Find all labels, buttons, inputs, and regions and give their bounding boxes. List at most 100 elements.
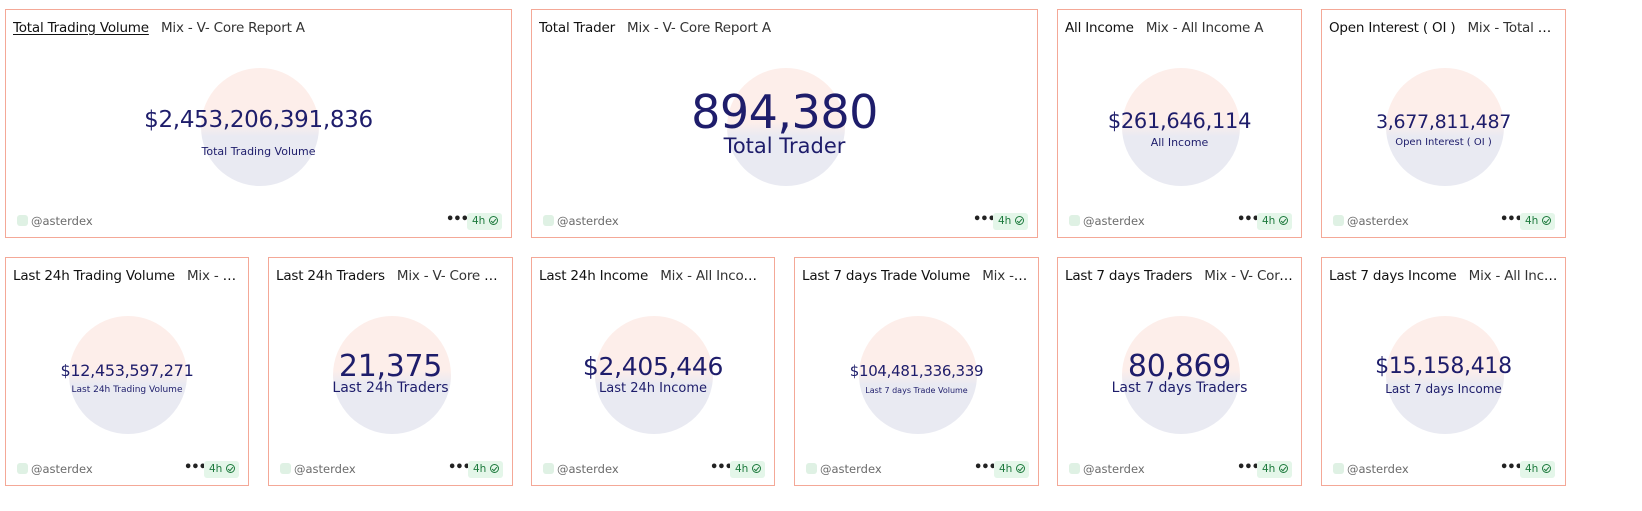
metric-value: $15,158,418 — [1375, 354, 1512, 379]
metric-circle — [201, 68, 319, 186]
author-handle[interactable]: @asterdex — [31, 462, 93, 476]
card-header: Open Interest ( OI ) Mix - Total Ope... — [1329, 18, 1558, 38]
card-header: Total Trader Mix - V- Core Report A — [539, 18, 1030, 38]
author-handle[interactable]: @asterdex — [1347, 214, 1409, 228]
more-horizontal-icon[interactable]: ••• — [1237, 212, 1260, 227]
last-7-days-income-card[interactable]: Last 7 days Income Mix - All Income $15,… — [1321, 257, 1566, 486]
metric-label: Last 7 days Income — [1385, 382, 1502, 396]
last-7-days-traders-card[interactable]: Last 7 days Traders Mix - V- Core ... 80… — [1057, 257, 1302, 486]
refresh-interval: 4h — [1525, 215, 1539, 227]
author-handle[interactable]: @asterdex — [31, 214, 93, 228]
card-subtitle[interactable]: Mix - Total Ope... — [1467, 20, 1558, 36]
card-title[interactable]: Open Interest ( OI ) — [1329, 20, 1456, 36]
refresh-interval: 4h — [1262, 463, 1276, 475]
metric-circle — [1122, 316, 1240, 434]
refresh-badge[interactable]: 4h — [468, 461, 504, 478]
card-title[interactable]: Last 24h Traders — [276, 268, 385, 284]
more-horizontal-icon[interactable]: ••• — [1500, 212, 1523, 227]
more-horizontal-icon[interactable]: ••• — [1237, 460, 1260, 475]
metric-label: Last 7 days Trade Volume — [865, 386, 968, 395]
card-subtitle[interactable]: Mix - All Income A — [1145, 20, 1264, 36]
refresh-interval: 4h — [209, 463, 223, 475]
metric-circle — [1386, 68, 1504, 186]
avatar — [17, 215, 28, 226]
metric-label: Last 24h Traders — [332, 380, 449, 396]
card-subtitle[interactable]: Mix - V- Core Report A — [627, 20, 771, 36]
card-title[interactable]: Last 7 days Trade Volume — [802, 268, 971, 284]
check-circle-icon — [1279, 216, 1289, 225]
avatar — [280, 463, 291, 474]
check-circle-icon — [489, 216, 499, 225]
card-title[interactable]: Last 24h Income — [539, 268, 649, 284]
card-title[interactable]: Last 7 days Income — [1329, 268, 1457, 284]
author-handle[interactable]: @asterdex — [1347, 462, 1409, 476]
more-horizontal-icon[interactable]: ••• — [448, 460, 471, 475]
card-subtitle[interactable]: Mix - V- Core Report A — [160, 20, 305, 36]
author-handle[interactable]: @asterdex — [1083, 214, 1145, 228]
metric-label: Total Trader — [723, 134, 846, 158]
avatar — [1069, 215, 1080, 226]
refresh-badge[interactable]: 4h — [1257, 461, 1293, 478]
last-7-days-trade-volume-card[interactable]: Last 7 days Trade Volume Mix - V- ... $1… — [794, 257, 1039, 486]
total-trading-volume-card[interactable]: Total Trading Volume Mix - V- Core Repor… — [5, 9, 512, 238]
author-handle[interactable]: @asterdex — [294, 462, 356, 476]
card-title[interactable]: Last 7 days Traders — [1065, 268, 1193, 284]
card-subtitle[interactable]: Mix - V- Core ... — [1204, 268, 1294, 284]
avatar — [17, 463, 28, 474]
last-24h-traders-card[interactable]: Last 24h Traders Mix - V- Core Re... 21,… — [268, 257, 513, 486]
refresh-interval: 4h — [999, 463, 1013, 475]
check-circle-icon — [1015, 216, 1025, 225]
card-title[interactable]: Total Trader — [539, 20, 615, 36]
metric-value: 80,869 — [1127, 349, 1232, 384]
card-title[interactable]: All Income — [1065, 20, 1134, 36]
avatar — [543, 463, 554, 474]
more-horizontal-icon[interactable]: ••• — [446, 212, 469, 227]
card-title[interactable]: Total Trading Volume — [13, 20, 149, 36]
more-horizontal-icon[interactable]: ••• — [710, 460, 733, 475]
card-header: Last 24h Income Mix - All Income A — [539, 266, 767, 286]
more-horizontal-icon[interactable]: ••• — [973, 212, 996, 227]
card-title[interactable]: Last 24h Trading Volume — [13, 268, 175, 284]
refresh-badge[interactable]: 4h — [467, 213, 503, 230]
more-horizontal-icon[interactable]: ••• — [1500, 460, 1523, 475]
card-subtitle[interactable]: Mix - All Income A — [660, 268, 767, 284]
metric-circle — [859, 316, 977, 434]
author-handle[interactable]: @asterdex — [1083, 462, 1145, 476]
metric-value: $12,453,597,271 — [60, 361, 194, 380]
refresh-badge[interactable]: 4h — [994, 461, 1030, 478]
card-header: Last 7 days Income Mix - All Income — [1329, 266, 1558, 286]
card-header: Last 7 days Traders Mix - V- Core ... — [1065, 266, 1294, 286]
card-subtitle[interactable]: Mix - All Income — [1468, 268, 1558, 284]
refresh-badge[interactable]: 4h — [1520, 213, 1556, 230]
check-circle-icon — [1279, 464, 1289, 473]
refresh-badge[interactable]: 4h — [993, 213, 1029, 230]
last-24h-trading-volume-card[interactable]: Last 24h Trading Volume Mix - V- ... $12… — [5, 257, 249, 486]
refresh-badge[interactable]: 4h — [730, 461, 766, 478]
more-horizontal-icon[interactable]: ••• — [974, 460, 997, 475]
all-income-card[interactable]: All Income Mix - All Income A $261,646,1… — [1057, 9, 1302, 238]
avatar — [1069, 463, 1080, 474]
refresh-badge[interactable]: 4h — [1520, 461, 1556, 478]
author-handle[interactable]: @asterdex — [557, 214, 619, 228]
avatar — [1333, 463, 1344, 474]
refresh-badge[interactable]: 4h — [1257, 213, 1293, 230]
refresh-interval: 4h — [735, 463, 749, 475]
refresh-interval: 4h — [1262, 215, 1276, 227]
avatar — [806, 463, 817, 474]
metric-value: 3,677,811,487 — [1375, 111, 1512, 133]
metric-label: Last 24h Income — [599, 381, 707, 396]
refresh-badge[interactable]: 4h — [204, 461, 240, 478]
card-header: Last 24h Traders Mix - V- Core Re... — [276, 266, 505, 286]
check-circle-icon — [490, 464, 500, 473]
metric-circle — [1386, 316, 1504, 434]
open-interest-card[interactable]: Open Interest ( OI ) Mix - Total Ope... … — [1321, 9, 1566, 238]
more-horizontal-icon[interactable]: ••• — [184, 460, 207, 475]
card-subtitle[interactable]: Mix - V- ... — [186, 268, 241, 284]
metric-circle — [1122, 68, 1240, 186]
card-subtitle[interactable]: Mix - V- Core Re... — [396, 268, 505, 284]
author-handle[interactable]: @asterdex — [557, 462, 619, 476]
last-24h-income-card[interactable]: Last 24h Income Mix - All Income A $2,40… — [531, 257, 775, 486]
author-handle[interactable]: @asterdex — [820, 462, 882, 476]
total-trader-card[interactable]: Total Trader Mix - V- Core Report A 894,… — [531, 9, 1038, 238]
card-subtitle[interactable]: Mix - V- ... — [982, 268, 1031, 284]
